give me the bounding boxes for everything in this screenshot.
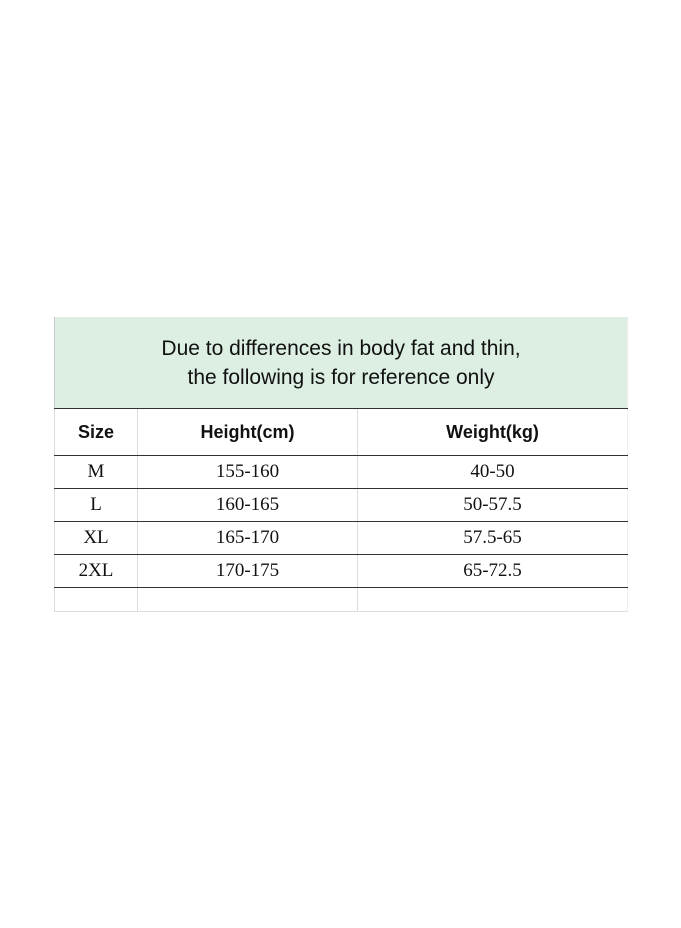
weight-cell: 65-72.5 [357,554,628,588]
height-cell: 170-175 [137,554,358,588]
height-cell: 155-160 [137,455,358,489]
size-cell: L [54,488,138,522]
empty-row [54,587,628,612]
reference-note: Due to differences in body fat and thin,… [54,317,628,409]
empty-cell [137,587,358,612]
weight-cell: 57.5-65 [357,521,628,555]
height-cell: 160-165 [137,488,358,522]
size-cell: XL [54,521,138,555]
height-cell: 165-170 [137,521,358,555]
table-row: 2XL 170-175 65-72.5 [54,554,628,588]
table-row: XL 165-170 57.5-65 [54,521,628,555]
note-line-2: the following is for reference only [187,365,495,389]
weight-cell: 40-50 [357,455,628,489]
size-cell: M [54,455,138,489]
size-cell: 2XL [54,554,138,588]
table-row: M 155-160 40-50 [54,455,628,489]
header-weight: Weight(kg) [357,408,628,456]
header-row: Size Height(cm) Weight(kg) [54,408,628,456]
size-chart-table: Due to differences in body fat and thin,… [54,317,628,612]
note-line-1: Due to differences in body fat and thin, [161,336,521,360]
header-height: Height(cm) [137,408,358,456]
header-size: Size [54,408,138,456]
empty-cell [357,587,628,612]
weight-cell: 50-57.5 [357,488,628,522]
empty-cell [54,587,138,612]
table-row: L 160-165 50-57.5 [54,488,628,522]
